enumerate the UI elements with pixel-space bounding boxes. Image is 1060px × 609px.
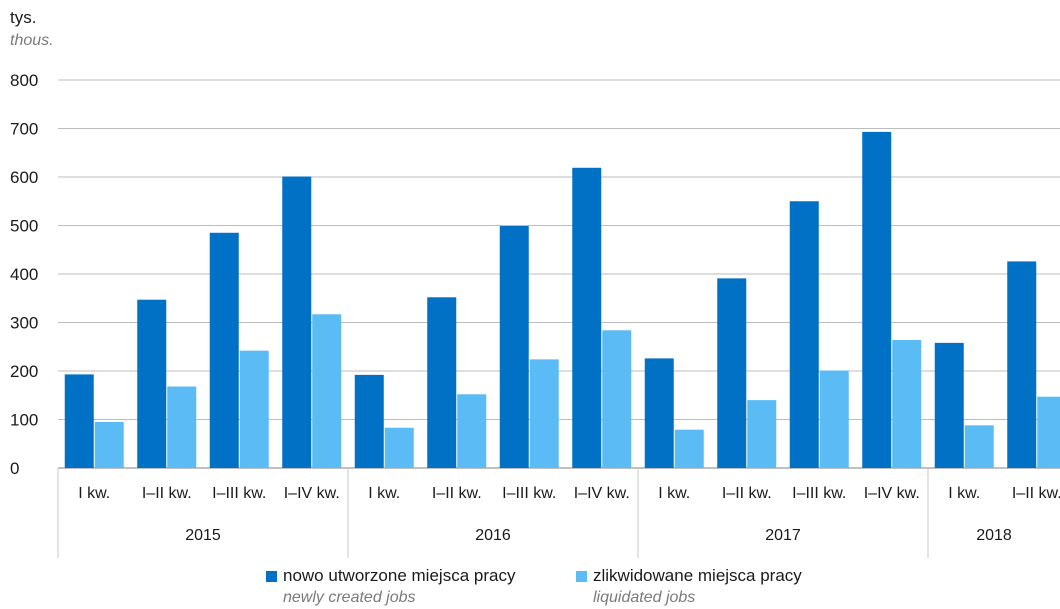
x-category-label: I–II kw. [1012,485,1060,502]
bar-liquidated [167,386,197,468]
legend-sublabel-created: newly created jobs [283,589,416,606]
legend-sublabel-liquidated: liquidated jobs [593,589,696,606]
bar-created [644,358,674,468]
bar-liquidated [529,359,559,468]
x-group-label: 2018 [976,527,1012,544]
bar-created [934,342,964,468]
bar-chart: 0 100 200 300 400 500 600 700 800 I kw. I–II kw. I–… [10,71,1060,558]
bar-created [427,297,457,468]
x-category-label: I kw. [78,485,110,502]
x-category-label: I–II kw. [722,485,772,502]
bar-liquidated [964,425,994,468]
bar-created [209,232,239,468]
bar-created [1007,261,1037,468]
y-tick-label: 500 [10,217,38,236]
bar-created [354,374,384,468]
legend-label-created: nowo utworzone miejsca pracy [283,566,516,585]
bar-liquidated [1037,396,1060,468]
legend-item-created: nowo utworzone miejsca pracy newly creat… [266,566,515,607]
x-group-label: 2016 [475,527,511,544]
bar-created [64,374,94,468]
bar-liquidated [674,429,704,468]
legend-label-liquidated: zlikwidowane miejsca pracy [593,566,802,585]
x-category-label: I kw. [658,485,690,502]
y-tick-label: 400 [10,265,38,284]
x-group-label: 2015 [185,527,221,544]
bar-liquidated [239,350,269,468]
bar-liquidated [384,427,414,468]
x-category-label: I kw. [948,485,980,502]
legend-swatch-created [266,570,277,582]
bar-liquidated [892,339,922,468]
x-category-label: I–III kw. [212,485,266,502]
x-category-label: I kw. [368,485,400,502]
bar-created [499,225,529,468]
bar-created [137,299,167,468]
x-category-label: I–IV kw. [284,485,340,502]
bar-created [789,201,819,468]
y-tick-label: 0 [10,459,19,478]
bar-created [862,131,892,468]
bar-liquidated [457,394,487,468]
x-category-label: I–III kw. [502,485,556,502]
x-category-label: I–II kw. [432,485,482,502]
bar-liquidated [312,314,342,468]
legend-swatch-liquidated [576,570,587,582]
y-tick-label: 300 [10,314,38,333]
y-tick-label: 800 [10,71,38,90]
x-category-label: I–IV kw. [574,485,630,502]
x-category-label: I–IV kw. [864,485,920,502]
x-group-label: 2017 [765,527,801,544]
y-tick-label: 200 [10,362,38,381]
y-unit-label: tys. [10,8,37,27]
y-tick-label: 700 [10,120,38,139]
y-tick-label: 600 [10,168,38,187]
bar-liquidated [747,400,777,468]
bar-liquidated [94,421,124,468]
x-category-label: I–III kw. [792,485,846,502]
bar-liquidated [819,370,849,468]
bar-created [717,278,747,468]
legend-item-liquidated: zlikwidowane miejsca pracy liquidated jo… [576,566,802,607]
bar-created [572,167,602,468]
y-unit-label-english: thous. [10,32,54,49]
x-category-label: I–II kw. [142,485,192,502]
bar-created [282,176,312,468]
bar-liquidated [602,330,632,468]
y-tick-label: 100 [10,411,38,430]
